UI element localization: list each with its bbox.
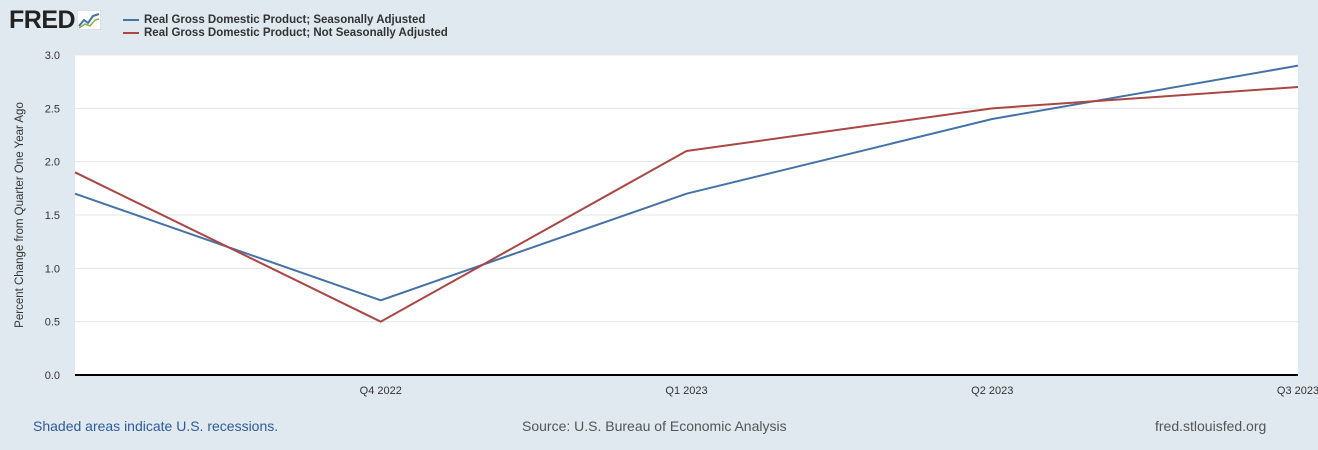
y-tick-label: 1.5 [45,210,60,222]
line-chart-icon [77,10,102,30]
chart-legend: Real Gross Domestic Product; Seasonally … [123,13,448,39]
x-tick-label: Q2 2023 [971,385,1013,397]
legend-label: Real Gross Domestic Product; Not Seasona… [144,26,448,39]
site-link[interactable]: fred.stlouisfed.org [1155,418,1267,434]
legend-item-not-seasonally-adjusted[interactable]: Real Gross Domestic Product; Not Seasona… [123,26,448,39]
x-tick-label: Q3 2023 [1277,385,1318,397]
legend-item-seasonally-adjusted[interactable]: Real Gross Domestic Product; Seasonally … [123,13,448,26]
x-tick-label: Q4 2022 [360,385,402,397]
y-tick-label: 2.5 [45,103,60,115]
y-tick-label: 0.5 [45,317,60,329]
legend-swatch [123,31,139,34]
source-text: Source: U.S. Bureau of Economic Analysis [522,418,787,434]
chart-header: FRED Real Gross Domestic Product; Season… [0,0,1318,48]
fred-logo[interactable]: FRED [9,6,102,34]
y-tick-label: 1.0 [45,263,60,275]
line-chart: 0.0 0.5 1.0 1.5 2.0 2.5 3.0 Percent Change from… [14,50,1318,397]
y-tick-label: 0.0 [45,370,60,382]
recession-note: Shaded areas indicate U.S. recessions. [33,418,279,434]
legend-label: Real Gross Domestic Product; Seasonally … [144,13,426,26]
x-tick-label: Q1 2023 [665,385,707,397]
fred-logo-text: FRED [9,6,76,34]
legend-swatch [123,18,139,21]
y-tick-label: 3.0 [45,50,60,62]
y-tick-label: 2.0 [45,157,60,169]
y-axis-title: Percent Change from Quarter One Year Ago [14,102,26,328]
